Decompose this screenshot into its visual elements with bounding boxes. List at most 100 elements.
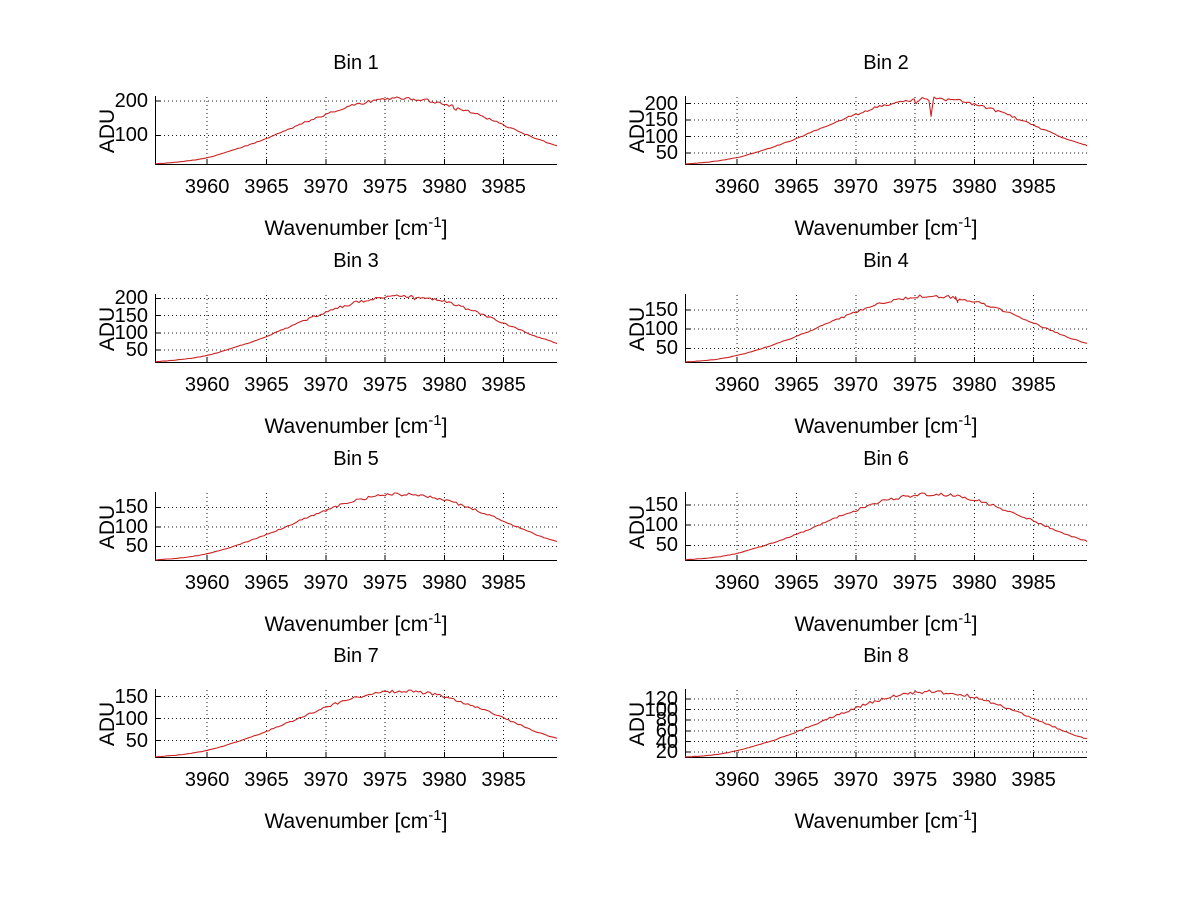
x-axis-label-text: Wavenumber [cm: [794, 217, 959, 240]
x-axis-label: Wavenumber [cm-1]: [155, 803, 557, 835]
x-axis-label-text: Wavenumber [cm: [794, 613, 959, 636]
spectrum-line: [154, 294, 558, 363]
x-tick-label: 3970: [303, 769, 349, 791]
x-tick-label: 3965: [244, 572, 289, 594]
x-tick-label: 3965: [244, 176, 289, 198]
x-tick-label: 3960: [714, 176, 760, 198]
y-tick-label: 150: [644, 493, 678, 516]
subplot-title: Bin 2: [863, 52, 909, 74]
y-tick-label: 150: [114, 685, 148, 708]
x-tick-label: 3970: [303, 572, 349, 594]
y-tick-label: 50: [655, 534, 678, 557]
y-tick-label: 100: [114, 124, 148, 147]
y-tick-label: 200: [114, 287, 148, 310]
y-tick-label: 50: [125, 729, 148, 752]
subplot-title: Bin 8: [863, 645, 909, 667]
y-tick-label: 120: [644, 687, 678, 710]
x-axis-label-superscript: -1: [428, 807, 442, 824]
y-tick-label: 60: [655, 719, 678, 742]
spectrum-line: [154, 492, 558, 561]
x-axis-label: Wavenumber [cm-1]: [155, 408, 557, 440]
subplot-title: Bin 5: [333, 448, 379, 470]
x-tick-label: 3960: [184, 769, 230, 791]
plot-area: [154, 96, 558, 165]
x-tick-label: 3975: [362, 176, 408, 198]
plot-area: [684, 689, 1088, 758]
x-tick-label: 3975: [892, 769, 938, 791]
y-tick-label: 150: [644, 298, 678, 321]
spectrum-line: [154, 96, 558, 165]
x-axis-label: Wavenumber [cm-1]: [155, 606, 557, 638]
x-tick-label: 3970: [833, 769, 879, 791]
y-tick-label: 50: [655, 142, 678, 165]
x-tick-label: 3965: [244, 769, 289, 791]
y-tick-label: 100: [644, 514, 678, 537]
x-axis-label-superscript: -1: [428, 214, 442, 231]
subplot-title: Bin 7: [333, 645, 379, 667]
y-tick-label: 50: [655, 337, 678, 360]
x-axis-label-superscript: -1: [958, 807, 972, 824]
x-tick-label: 3960: [184, 572, 230, 594]
y-tick-label: 50: [125, 339, 148, 362]
x-axis-label-text: Wavenumber [cm: [264, 613, 429, 636]
x-axis-label: Wavenumber [cm-1]: [685, 408, 1087, 440]
x-tick-label: 3980: [952, 374, 997, 396]
x-axis-label: Wavenumber [cm-1]: [155, 210, 557, 242]
x-tick-label: 3985: [1011, 572, 1056, 594]
x-tick-label: 3970: [833, 572, 879, 594]
x-tick-label: 3985: [481, 769, 526, 791]
spectrum-line: [684, 689, 1088, 758]
x-axis-label-bracket: ]: [971, 810, 978, 833]
x-axis-label: Wavenumber [cm-1]: [685, 210, 1087, 242]
y-tick-label: 200: [114, 89, 148, 112]
spectrum-line: [154, 689, 558, 758]
x-axis-label: Wavenumber [cm-1]: [685, 803, 1087, 835]
y-tick-label: 100: [114, 707, 148, 730]
x-tick-label: 3985: [1011, 769, 1056, 791]
x-axis-label-superscript: -1: [958, 610, 972, 627]
x-tick-label: 3970: [833, 374, 879, 396]
y-tick-label: 150: [644, 109, 678, 132]
y-tick-label: 150: [114, 496, 148, 519]
y-tick-label: 100: [644, 318, 678, 341]
subplot-title: Bin 1: [333, 52, 379, 74]
x-tick-label: 3960: [714, 572, 760, 594]
plot-area: [684, 96, 1088, 165]
x-axis-label-superscript: -1: [958, 412, 972, 429]
x-tick-label: 3985: [481, 176, 526, 198]
x-axis-label-bracket: ]: [441, 613, 448, 636]
x-tick-label: 3965: [244, 374, 289, 396]
x-axis-label-superscript: -1: [958, 214, 972, 231]
plot-area: [154, 689, 558, 758]
spectrum-line: [684, 96, 1088, 165]
x-axis-label-bracket: ]: [441, 810, 448, 833]
plot-area: [154, 492, 558, 561]
y-tick-label: 100: [114, 515, 148, 538]
x-tick-label: 3975: [892, 176, 938, 198]
x-tick-label: 3960: [714, 769, 760, 791]
x-axis-label-text: Wavenumber [cm: [794, 810, 959, 833]
y-tick-label: 200: [644, 92, 678, 115]
plot-area: [154, 294, 558, 363]
x-tick-label: 3970: [833, 176, 879, 198]
x-tick-label: 3980: [422, 374, 467, 396]
x-tick-label: 3980: [952, 769, 997, 791]
x-tick-label: 3975: [892, 572, 938, 594]
x-tick-label: 3980: [422, 572, 467, 594]
x-axis-label-bracket: ]: [971, 217, 978, 240]
spectrum-line: [684, 492, 1088, 561]
x-axis-label-text: Wavenumber [cm: [264, 415, 429, 438]
x-axis-label-text: Wavenumber [cm: [264, 217, 429, 240]
y-tick-label: 80: [655, 709, 678, 732]
x-tick-label: 3980: [422, 176, 467, 198]
y-tick-label: 100: [114, 321, 148, 344]
x-tick-label: 3980: [952, 572, 997, 594]
y-tick-label: 100: [644, 125, 678, 148]
x-tick-label: 3965: [774, 374, 819, 396]
y-tick-label: 20: [655, 741, 678, 764]
x-tick-label: 3975: [362, 374, 408, 396]
subplot-title: Bin 6: [863, 448, 909, 470]
x-tick-label: 3980: [422, 769, 467, 791]
x-axis-label-text: Wavenumber [cm: [264, 810, 429, 833]
